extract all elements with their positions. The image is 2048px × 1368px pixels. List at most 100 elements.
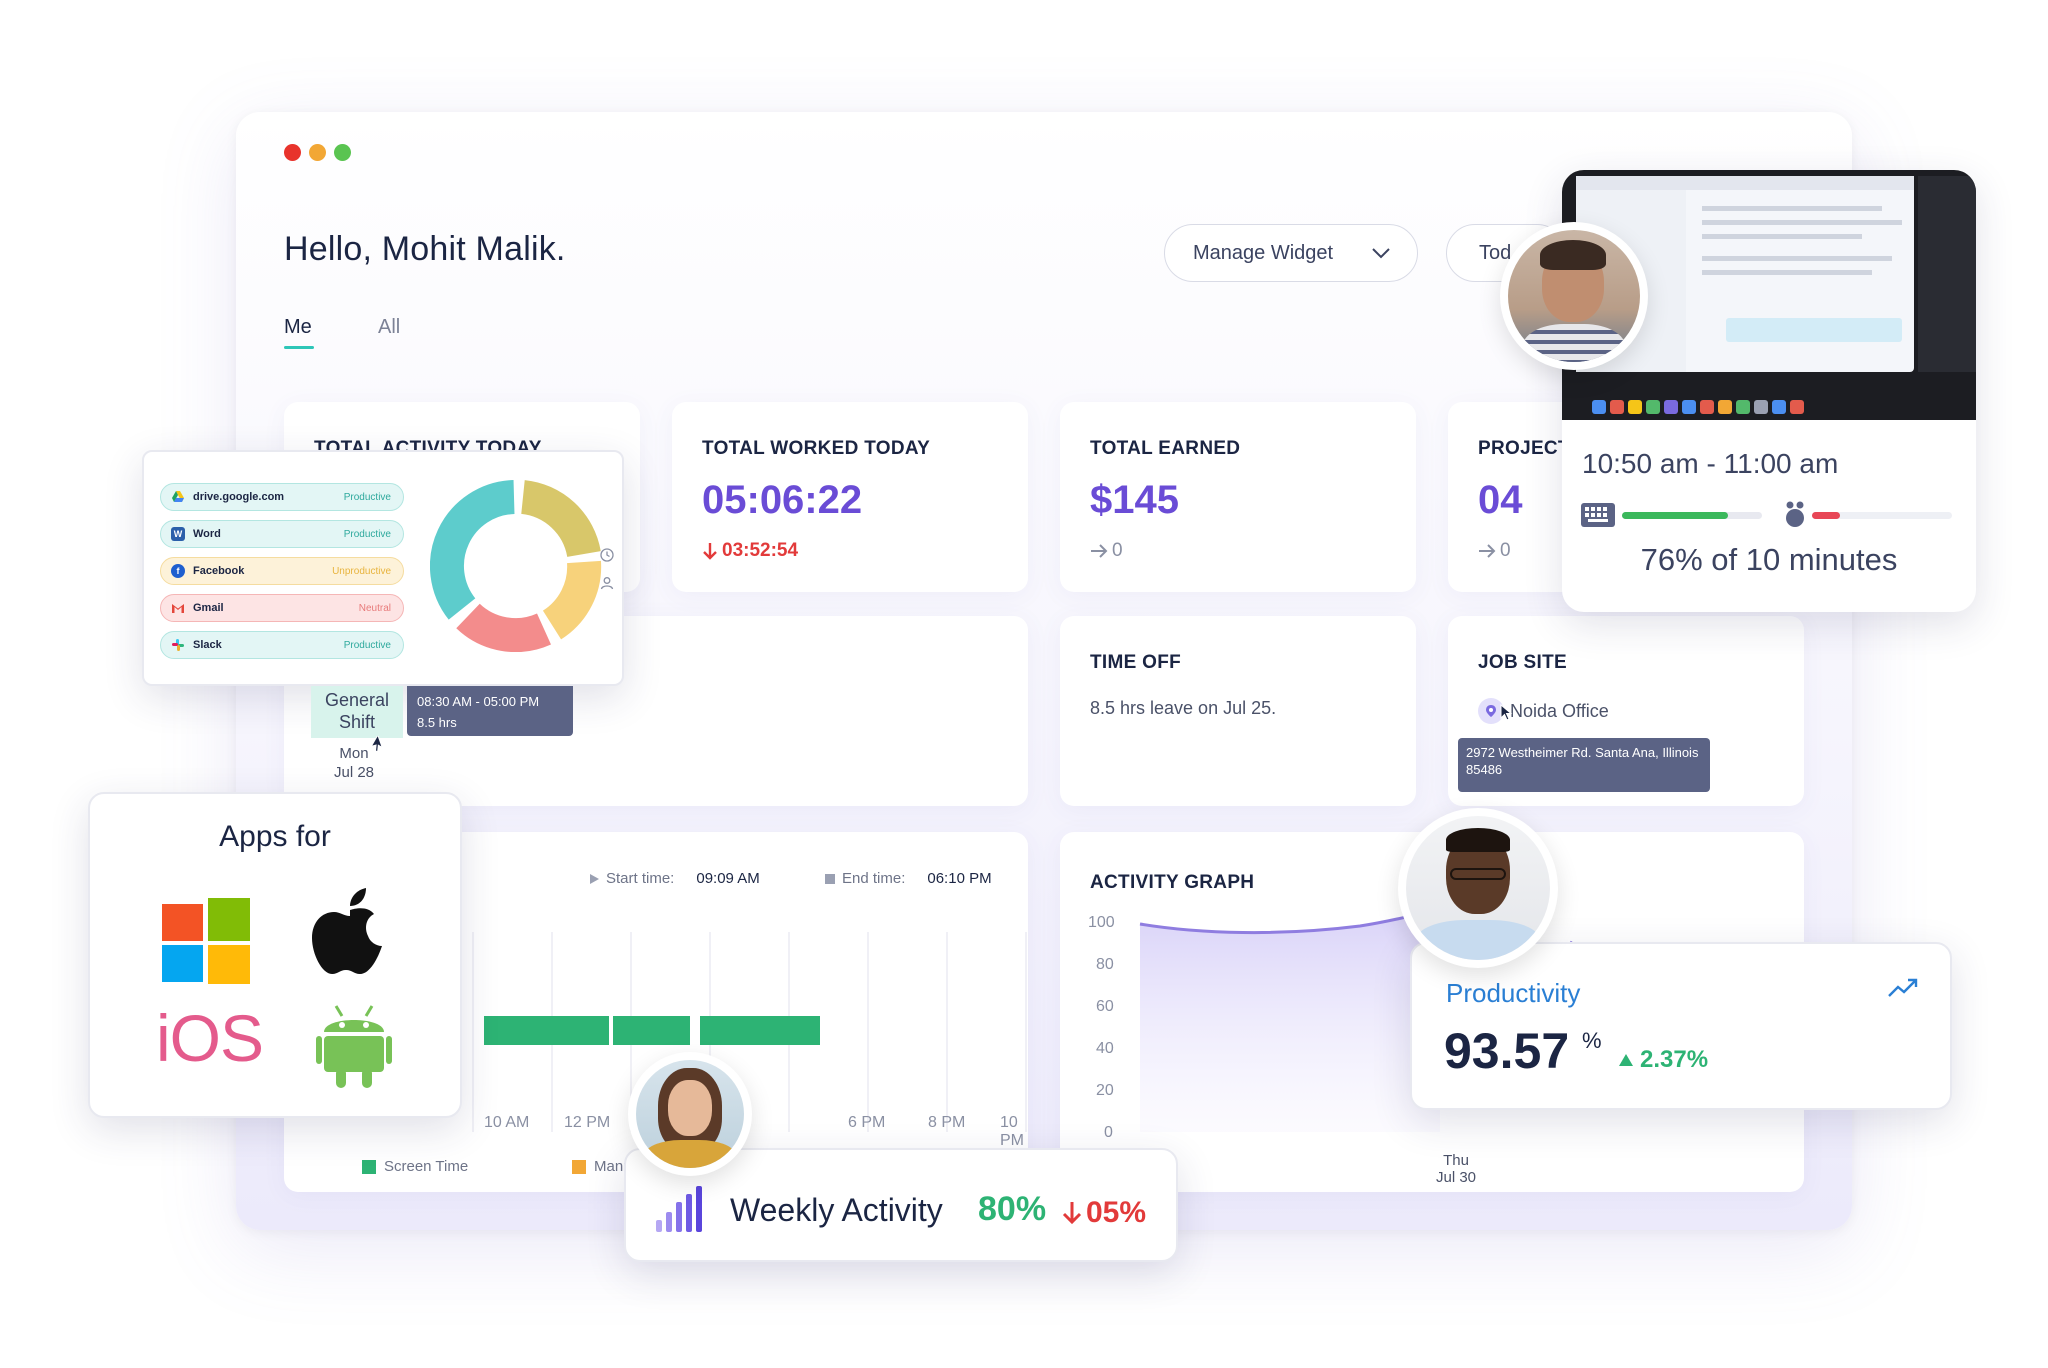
activity-graph-title: ACTIVITY GRAPH (1090, 872, 1255, 893)
close-window-dot[interactable] (284, 144, 301, 161)
app-row-slack[interactable]: Slack Productive (160, 631, 404, 659)
total-earned-title: TOTAL EARNED (1090, 438, 1241, 459)
apple-icon[interactable] (312, 888, 388, 978)
arrow-down-icon (703, 543, 717, 560)
app-status: Productive (343, 528, 391, 540)
y-tick: 80 (1096, 956, 1114, 973)
app-row-facebook[interactable]: f Facebook Unproductive (160, 557, 404, 585)
legend-label: Screen Time (384, 1158, 469, 1175)
slack-icon (172, 639, 184, 651)
app-name: Slack (193, 639, 222, 651)
graph-x-date: Jul 30 (1436, 1169, 1477, 1186)
donut-slice-yellow-dark (520, 480, 601, 558)
job-site-card: JOB SITE Noida Office 2972 Westheimer Rd… (1448, 616, 1804, 806)
total-earned-delta-value: 0 (1112, 540, 1123, 561)
arrow-down-icon (1062, 1202, 1082, 1225)
shift-date-value: Jul 28 (334, 764, 375, 781)
ios-label[interactable]: iOS (156, 1001, 264, 1075)
projects-delta: 0 (1478, 540, 1511, 562)
minimize-window-dot[interactable] (309, 144, 326, 161)
keyboard-activity-bar (1622, 512, 1762, 519)
arrow-right-icon (1091, 544, 1108, 558)
tab-me[interactable]: Me (284, 316, 314, 349)
screenshot-widget: 10:50 am - 11:00 am 76% of 10 minutes (1562, 170, 1976, 612)
apps-for-title: Apps for (219, 820, 331, 853)
total-earned-delta: 0 (1090, 540, 1123, 562)
weekly-activity-widget: Weekly Activity 80% 05% (624, 1148, 1178, 1262)
play-icon (590, 873, 599, 884)
shift-name-line2: Shift (338, 712, 376, 732)
cursor-pointer-icon (1500, 704, 1513, 721)
manage-widget-label: Manage Widget (1193, 241, 1334, 264)
weekly-activity-change: 05% (1062, 1196, 1146, 1230)
total-worked-value: 05:06:22 (702, 478, 863, 522)
screen-time-bar (613, 1016, 690, 1045)
shift-day: Mon (339, 745, 369, 762)
productivity-value: 93.57 (1444, 1023, 1570, 1079)
projects-delta-value: 0 (1500, 540, 1511, 561)
windows-icon[interactable] (162, 898, 250, 984)
trend-up-icon (1888, 978, 1918, 997)
x-tick: 6 PM (848, 1114, 886, 1131)
weekly-activity-change-value: 05% (1086, 1196, 1147, 1229)
y-tick: 100 (1088, 914, 1115, 931)
graph-x-day: Thu (1443, 1152, 1469, 1169)
keyboard-icon (1581, 503, 1615, 527)
today-label: Tod (1479, 241, 1512, 264)
app-name: drive.google.com (193, 491, 285, 503)
total-worked-card: TOTAL WORKED TODAY 05:06:22 03:52:54 (672, 402, 1028, 592)
donut-slice-yellow (542, 560, 602, 640)
app-row-word[interactable]: W Word Productive (160, 520, 404, 548)
shift-name-line1: General (324, 690, 390, 710)
tab-all[interactable]: All (378, 316, 401, 338)
app-usage-donut-chart (430, 480, 602, 652)
android-icon[interactable] (316, 1002, 392, 1088)
total-worked-delta-value: 03:52:54 (722, 540, 799, 561)
app-status: Neutral (358, 602, 391, 614)
clock-icon (600, 548, 614, 562)
x-tick: 12 PM (564, 1114, 611, 1131)
timeline-grid (472, 932, 1027, 1132)
x-tick: 8 PM (928, 1114, 966, 1131)
shift-time: 08:30 AM - 05:00 PM (417, 694, 540, 709)
time-off-text: 8.5 hrs leave on Jul 25. (1090, 698, 1277, 718)
screenshot-time-range: 10:50 am - 11:00 am (1582, 448, 1839, 479)
total-worked-title: TOTAL WORKED TODAY (702, 438, 931, 459)
graph-x-label: Thu Jul 30 (1436, 1152, 1476, 1186)
arrow-right-icon (1479, 544, 1496, 558)
app-row-drive[interactable]: drive.google.com Productive (160, 483, 404, 511)
time-off-card: TIME OFF 8.5 hrs leave on Jul 25. (1060, 616, 1416, 806)
triangle-up-icon (1619, 1054, 1633, 1066)
total-earned-value: $145 (1090, 478, 1179, 522)
productivity-unit: % (1582, 1028, 1602, 1053)
stop-icon (825, 873, 835, 884)
app-row-gmail[interactable]: Gmail Neutral (160, 594, 404, 622)
user-icon (600, 577, 614, 590)
facebook-icon: f (171, 564, 185, 578)
y-tick: 40 (1096, 1040, 1114, 1057)
avatar-man-glasses (1398, 808, 1558, 968)
time-off-title: TIME OFF (1090, 652, 1182, 673)
weekly-activity-label: Weekly Activity (730, 1192, 943, 1228)
cursor-pointer-icon (372, 736, 384, 752)
shift-badge[interactable]: General Shift (311, 686, 403, 738)
mouse-activity-bar (1812, 512, 1952, 519)
mouse-icon (1786, 501, 1804, 527)
screen-time-bar (484, 1016, 609, 1045)
app-status: Unproductive (332, 565, 391, 577)
job-site-location[interactable]: Noida Office (1478, 698, 1609, 724)
legend-swatch (572, 1159, 586, 1174)
shift-hours: 8.5 hrs (417, 715, 457, 730)
shift-tooltip: 08:30 AM - 05:00 PM 8.5 hrs (407, 686, 573, 736)
y-tick: 60 (1096, 998, 1114, 1015)
donut-slice-teal (430, 480, 516, 620)
app-name: Word (193, 528, 221, 540)
timeline-start-value: 09:09 AM (696, 870, 760, 887)
app-name: Facebook (193, 565, 245, 577)
projects-title: PROJECT (1478, 438, 1570, 459)
productivity-change: 2.37% (1618, 1046, 1708, 1074)
weekly-activity-value: 80% (978, 1190, 1047, 1228)
manage-widget-dropdown[interactable]: Manage Widget (1164, 224, 1418, 282)
maximize-window-dot[interactable] (334, 144, 351, 161)
gmail-icon (172, 604, 184, 613)
